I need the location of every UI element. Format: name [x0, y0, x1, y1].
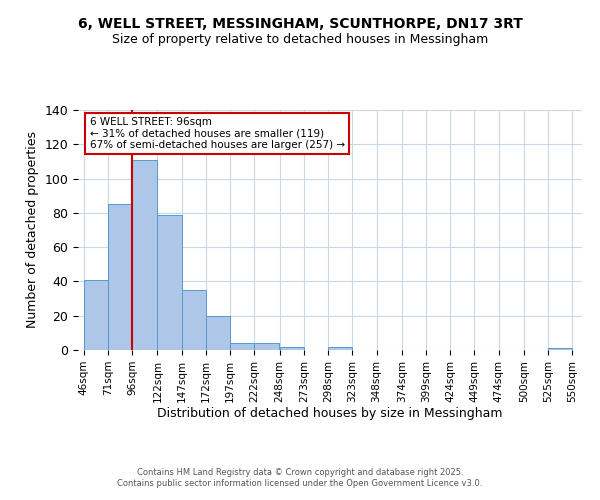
Bar	[328, 346, 352, 350]
Bar	[548, 348, 572, 350]
Text: Size of property relative to detached houses in Messingham: Size of property relative to detached ho…	[112, 32, 488, 46]
Text: Contains HM Land Registry data © Crown copyright and database right 2025.
Contai: Contains HM Land Registry data © Crown c…	[118, 468, 482, 487]
Text: 6, WELL STREET, MESSINGHAM, SCUNTHORPE, DN17 3RT: 6, WELL STREET, MESSINGHAM, SCUNTHORPE, …	[77, 18, 523, 32]
Bar	[182, 290, 206, 350]
Bar	[157, 214, 182, 350]
Text: 6 WELL STREET: 96sqm
← 31% of detached houses are smaller (119)
67% of semi-deta: 6 WELL STREET: 96sqm ← 31% of detached h…	[89, 117, 345, 150]
Bar	[230, 343, 254, 350]
Bar	[108, 204, 132, 350]
Bar	[254, 343, 278, 350]
Bar	[280, 346, 304, 350]
X-axis label: Distribution of detached houses by size in Messingham: Distribution of detached houses by size …	[157, 408, 503, 420]
Bar	[206, 316, 230, 350]
Y-axis label: Number of detached properties: Number of detached properties	[26, 132, 39, 328]
Bar	[84, 280, 108, 350]
Bar	[132, 160, 157, 350]
